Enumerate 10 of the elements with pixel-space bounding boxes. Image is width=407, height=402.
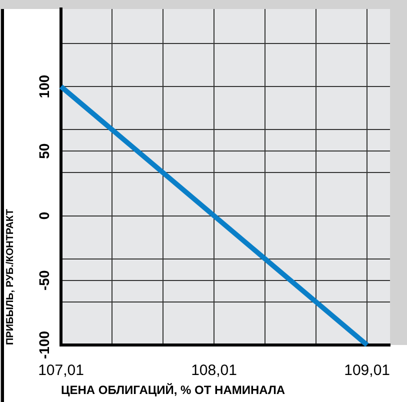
y-tick-label: 50 <box>36 143 52 159</box>
y-tick-label: 0 <box>36 212 52 220</box>
y-tick-label: -100 <box>36 330 52 360</box>
y-tick-label: 100 <box>36 74 52 98</box>
x-tick-label: 109,01 <box>344 362 390 380</box>
x-tick-label: 107,01 <box>38 362 84 380</box>
x-axis-title: ЦЕНА ОБЛИГАЦИЙ, % ОТ НАМИНАЛА <box>61 383 286 398</box>
y-axis-title: ПРИБЫЛЬ, РУБ./КОНТРАКТ <box>4 209 16 345</box>
x-tick-label: 108,01 <box>191 362 237 380</box>
y-tick-label: -50 <box>36 270 52 290</box>
